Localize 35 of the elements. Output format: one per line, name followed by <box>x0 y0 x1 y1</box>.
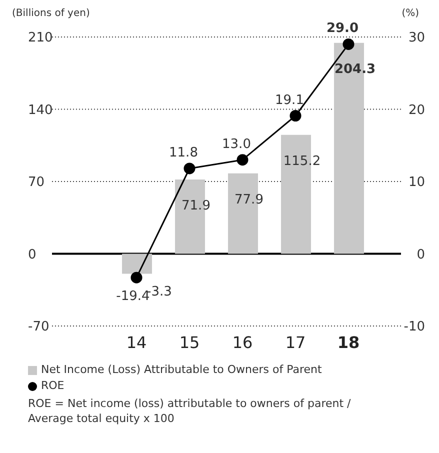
y-tick-label: 70 <box>28 175 45 190</box>
legend-label: Net Income (Loss) Attributable to Owners of Parent <box>41 362 322 378</box>
y2-tick-label: 10 <box>408 175 425 190</box>
y2-axis-title: (%) <box>402 8 419 19</box>
bar <box>122 254 152 274</box>
y-axis-title: (Billions of yen) <box>12 8 90 19</box>
y-tick-label: 140 <box>28 102 53 118</box>
data-label: 77.9 <box>234 192 264 208</box>
text: ROE = Net income (loss) attributable to owners of parent / Average total equity x 100 <box>27 396 352 426</box>
point <box>236 154 248 166</box>
data-label: -19.4 <box>116 288 150 304</box>
point <box>342 38 354 50</box>
point <box>184 162 196 174</box>
data-label: 19.1 <box>275 92 304 108</box>
y2-tick-label: 30 <box>408 30 425 46</box>
y-tick-label: 0 <box>28 247 36 262</box>
x-tick-label: 18 <box>337 333 360 352</box>
y2-tick-label: -10 <box>404 320 425 334</box>
data-label: 115.2 <box>283 154 321 169</box>
data-label: 204.3 <box>334 62 376 77</box>
x-tick-label: 15 <box>179 333 200 352</box>
data-label: 11.8 <box>169 145 198 160</box>
y2-tick-label: 0 <box>416 247 425 262</box>
y-tick-label: 210 <box>28 30 53 46</box>
x-tick-label: 14 <box>126 333 147 352</box>
x-tick-label: 17 <box>285 333 306 352</box>
point <box>290 110 302 122</box>
data-label: 71.9 <box>182 198 210 214</box>
x-tick-label: 16 <box>232 333 253 352</box>
y2-tick-label: 20 <box>408 102 425 118</box>
data-label: 29.0 <box>326 21 359 36</box>
legend-label: ROE <box>41 378 64 394</box>
y-tick-label: -70 <box>28 320 50 334</box>
point <box>130 272 142 284</box>
data-label: 13.0 <box>222 136 251 152</box>
